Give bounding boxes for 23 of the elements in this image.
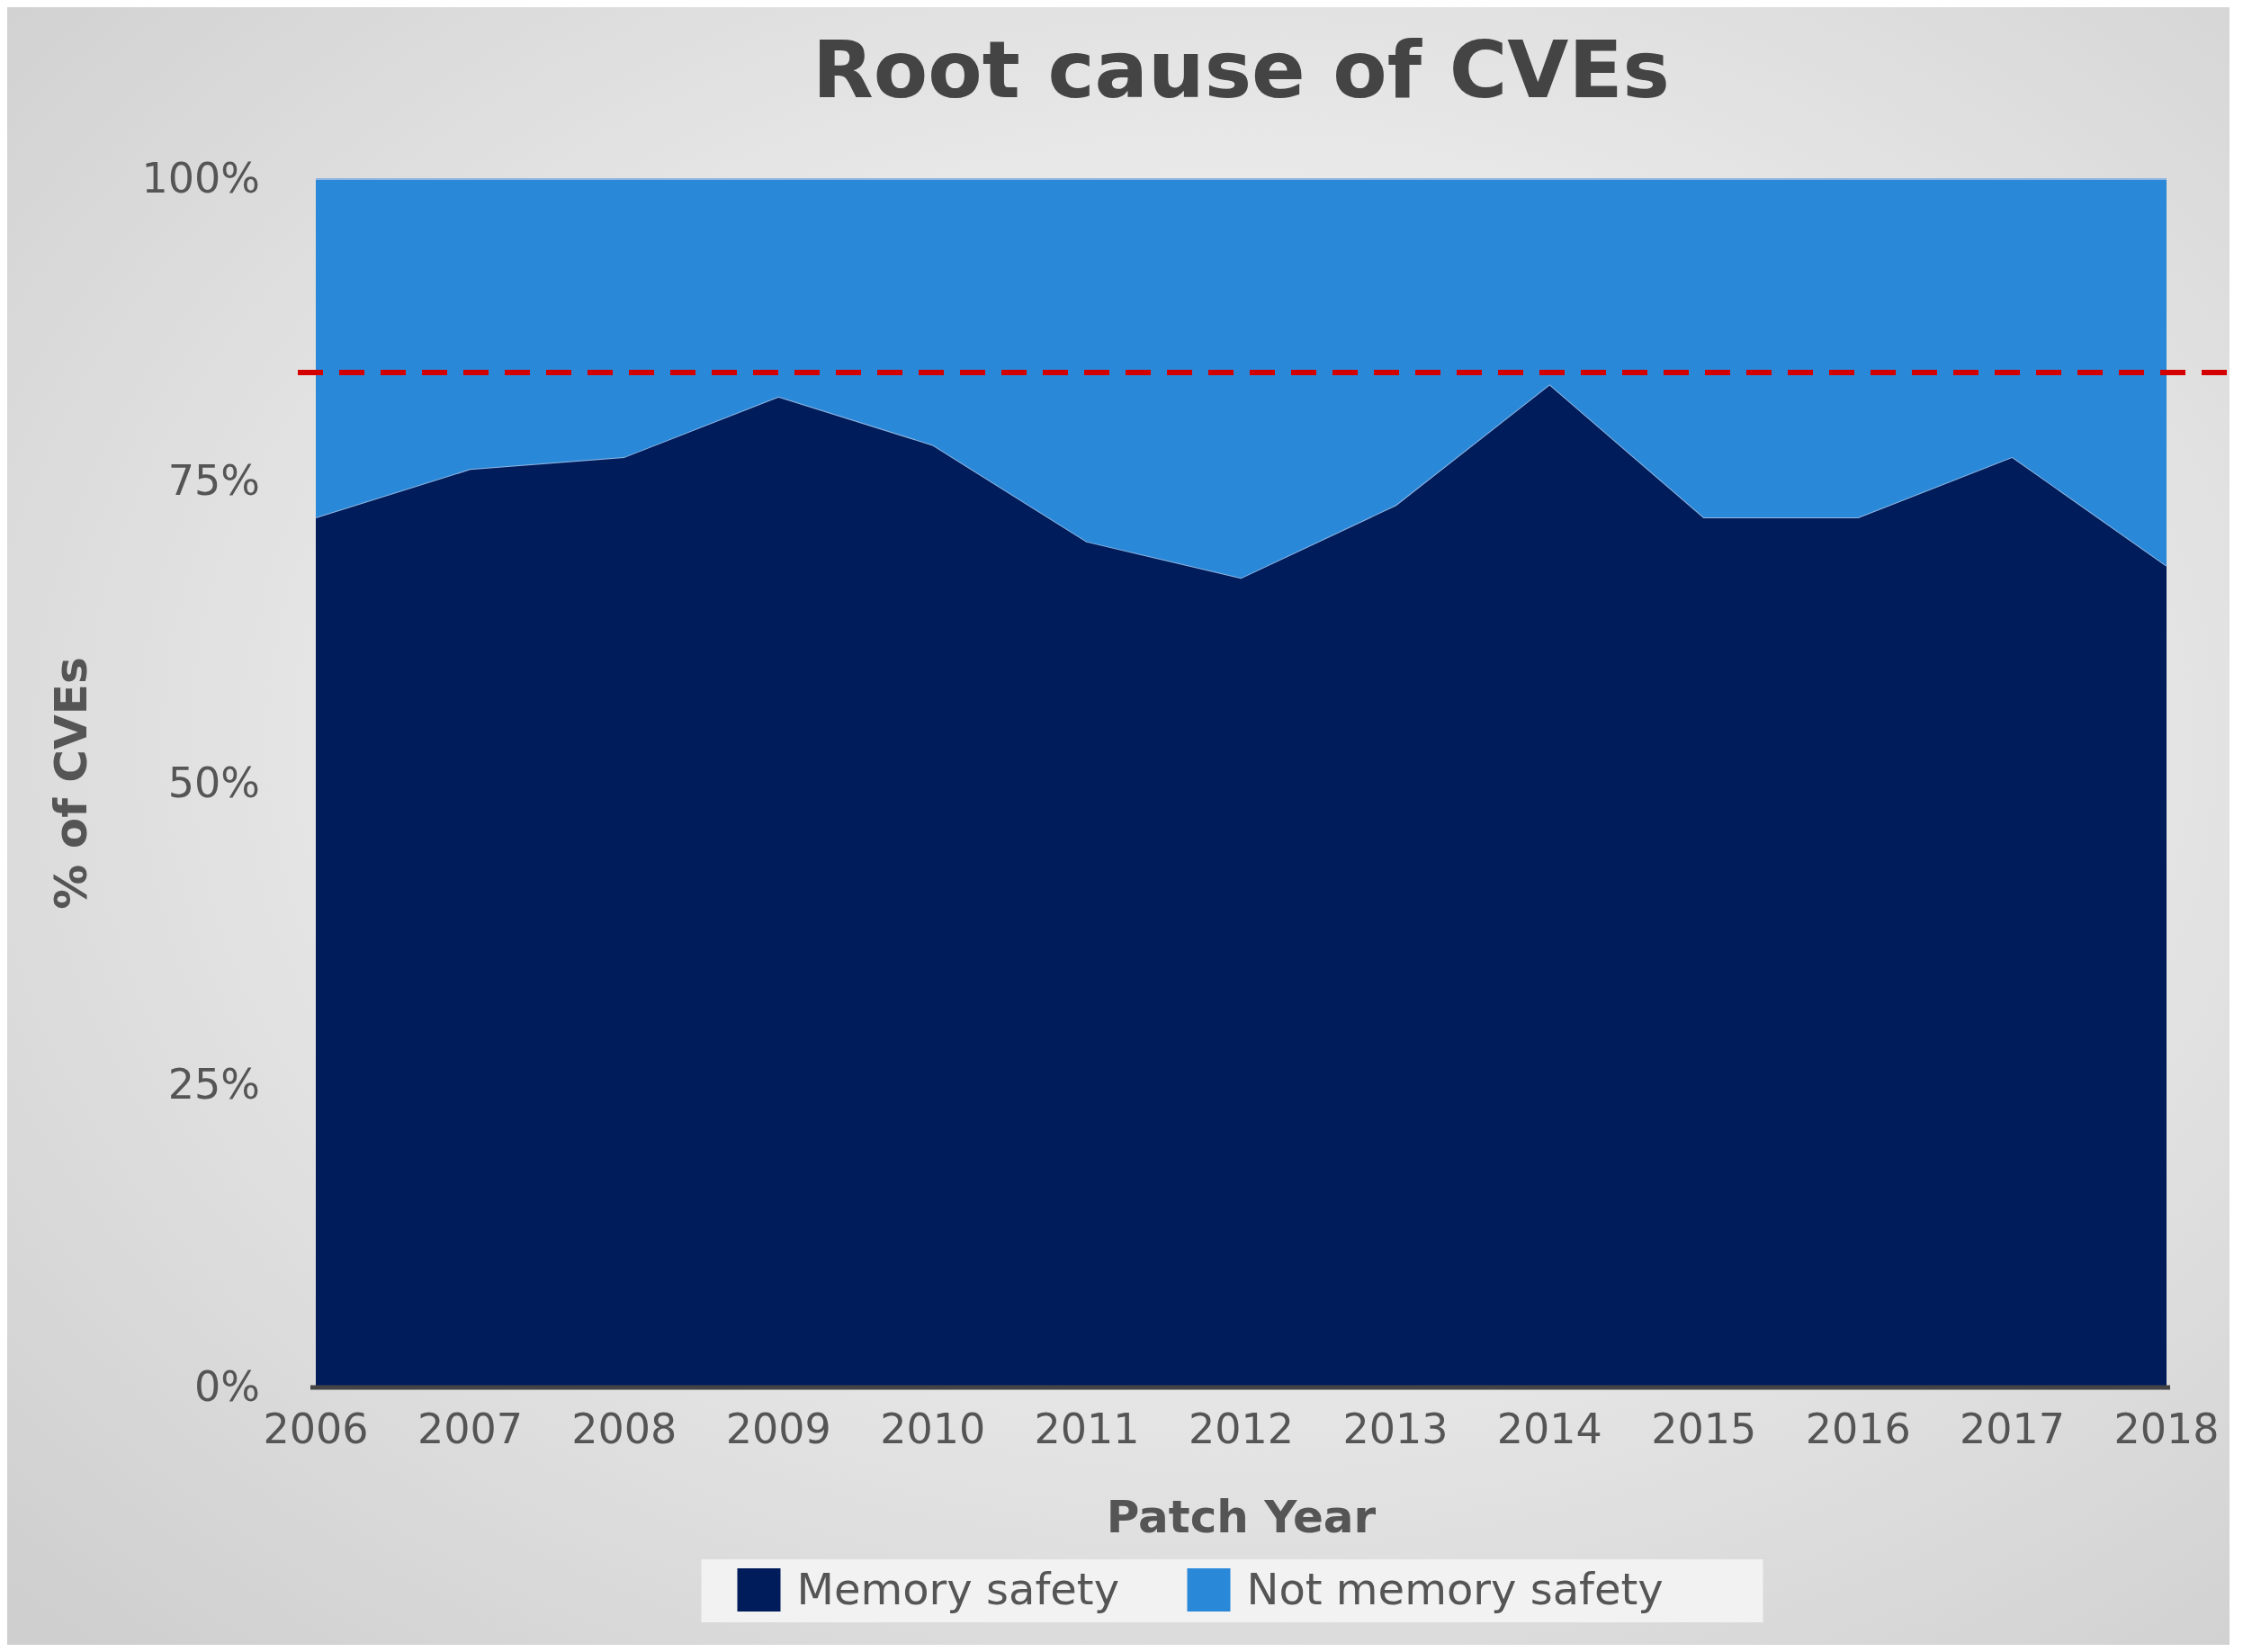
y-tick-label: 50% <box>167 758 260 807</box>
x-tick-label: 2008 <box>571 1405 677 1453</box>
y-tick-label: 25% <box>167 1060 260 1109</box>
y-tick-label: 75% <box>167 455 260 505</box>
x-tick-label: 2017 <box>1960 1405 2066 1453</box>
y-tick-label: 0% <box>194 1362 260 1411</box>
x-tick-label: 2014 <box>1496 1405 1602 1453</box>
x-axis-title: Patch Year <box>1106 1491 1377 1543</box>
y-tick-label: 100% <box>141 154 260 202</box>
x-tick-label: 2012 <box>1188 1405 1295 1453</box>
x-tick-label: 2016 <box>1805 1405 1911 1453</box>
x-tick-label: 2010 <box>880 1405 986 1453</box>
x-tick-label: 2007 <box>417 1405 523 1453</box>
legend-label: Not memory safety <box>1246 1564 1664 1614</box>
x-tick-label: 2009 <box>725 1405 831 1453</box>
x-tick-label: 2018 <box>2113 1405 2220 1453</box>
y-axis-title: % of CVEs <box>45 657 97 910</box>
x-tick-label: 2013 <box>1342 1405 1449 1453</box>
x-tick-label: 2015 <box>1651 1405 1757 1453</box>
x-tick-label: 2006 <box>263 1405 369 1453</box>
legend-label: Memory safety <box>796 1564 1120 1614</box>
chart-title: Root cause of CVEs <box>812 23 1670 116</box>
x-tick-label: 2011 <box>1034 1405 1140 1453</box>
